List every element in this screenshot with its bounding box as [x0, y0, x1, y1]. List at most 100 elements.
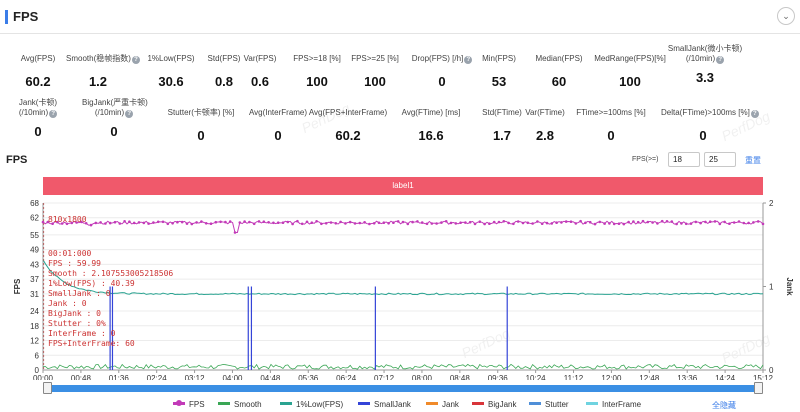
y-tick-label: 18	[30, 322, 39, 331]
series-fps-point	[195, 221, 198, 224]
help-icon[interactable]: ?	[49, 110, 58, 118]
y-tick-label: 0	[35, 366, 40, 375]
tooltip-line: FPS+InterFrame: 60	[48, 339, 135, 348]
hide-all-button[interactable]: 全隐藏	[712, 401, 736, 410]
metric-label: Stutter(卡顿率) [%]	[159, 108, 243, 118]
y-tick-label: 68	[30, 199, 39, 208]
series-fps-point	[449, 221, 453, 225]
series-fps-point	[377, 221, 381, 225]
help-icon[interactable]: ?	[750, 110, 759, 118]
metric-value: 0.6	[250, 74, 270, 89]
time-range-slider[interactable]	[43, 382, 763, 394]
metric-value: 1.7	[492, 128, 512, 143]
metric-cell: Avg(FPS) 60.2	[6, 54, 70, 89]
series-fps-point	[132, 221, 136, 225]
help-icon[interactable]: ?	[125, 110, 134, 118]
series-fps-point	[238, 221, 242, 224]
series-fps-point	[257, 220, 261, 223]
label-bar[interactable]: label1	[43, 177, 763, 195]
series-fps-point	[214, 220, 218, 224]
series-fps-point	[612, 222, 616, 226]
series-fps-point	[444, 220, 448, 223]
series-fps-point	[128, 220, 131, 223]
chevron-down-icon[interactable]: ⌄	[777, 7, 795, 25]
series-fps-point	[752, 221, 755, 224]
x-tick-label: 04:48	[260, 374, 281, 380]
series-fps-point	[152, 221, 155, 224]
legend-swatch	[358, 402, 370, 405]
series-fps-point	[344, 222, 347, 225]
fps-threshold-input-1[interactable]	[668, 152, 700, 167]
series-fps-point	[723, 220, 726, 224]
metric-value: 0.8	[214, 74, 234, 89]
fps-threshold-label: FPS(>=)	[632, 156, 659, 163]
series-fps-point	[756, 220, 760, 223]
legend-item[interactable]: Jank	[426, 400, 459, 409]
x-tick-label: 06:24	[336, 374, 357, 380]
series-fps-point	[315, 220, 318, 223]
metric-label: FPS>=25 [%]	[343, 54, 407, 64]
legend-label: SmallJank	[374, 400, 411, 409]
metric-label: FTime>=100ms [%]	[569, 108, 653, 118]
series-fps-point	[94, 221, 98, 225]
metric-label-text: FTime>=100ms [%]	[576, 108, 646, 117]
series-fps-point	[502, 220, 506, 223]
legend-item[interactable]: 1%Low(FPS)	[280, 400, 343, 409]
series-fps-point	[382, 221, 386, 224]
y-tick-label: 12	[30, 337, 39, 346]
series-fps-point	[603, 222, 606, 225]
legend-label: 1%Low(FPS)	[296, 400, 344, 409]
fps-threshold-input-2[interactable]	[704, 152, 736, 167]
legend-item[interactable]: BigJank	[472, 400, 516, 409]
series-fps-point	[75, 221, 78, 224]
series-fps-point	[276, 221, 280, 224]
metric-label-text: MedRange(FPS)[%]	[594, 54, 666, 63]
metric-value: 1.2	[88, 74, 108, 89]
x-tick-label: 14:24	[715, 374, 736, 380]
section-header: FPS ⌄	[0, 0, 800, 34]
series-fps-point	[425, 222, 429, 226]
series-fps-point	[492, 220, 496, 224]
series-fps-point	[574, 222, 578, 225]
legend-item[interactable]: InterFrame	[586, 400, 641, 409]
series-fps-point	[286, 220, 290, 224]
series-fps-point	[329, 221, 333, 224]
series-fps-point	[617, 222, 621, 225]
series-fps-point	[665, 220, 669, 223]
section-title: FPS	[13, 9, 39, 24]
y-right-tick-label: 0	[769, 366, 774, 375]
series-fps-point	[512, 222, 515, 226]
x-tick-label: 09:36	[488, 374, 509, 380]
metric-label-text: FPS>=25 [%]	[351, 54, 399, 63]
help-icon[interactable]: ?	[131, 56, 140, 64]
series-fps-point	[272, 221, 275, 225]
legend-item[interactable]: Smooth	[218, 400, 262, 409]
metric-value: 30.6	[158, 74, 184, 89]
metric-label-text: 1%Low(FPS)	[147, 54, 195, 63]
slider-handle-left[interactable]	[43, 382, 52, 394]
series-fps-point	[694, 220, 698, 224]
series-fps-point	[190, 222, 194, 226]
slider-handle-right[interactable]	[754, 382, 763, 394]
legend-label: Stutter	[545, 400, 569, 409]
series-fps-point	[593, 222, 597, 226]
series-fps-point	[392, 221, 395, 224]
reset-button[interactable]: 重置	[745, 156, 761, 165]
help-icon[interactable]: ?	[464, 56, 473, 64]
legend-item[interactable]: SmallJank	[358, 400, 411, 409]
metric-value: 0	[438, 74, 446, 89]
slider-track[interactable]	[43, 385, 763, 392]
legend-swatch	[426, 402, 438, 405]
metric-value: 0	[274, 128, 282, 143]
legend-item[interactable]: FPS	[173, 400, 205, 409]
x-tick-label: 13:36	[677, 374, 698, 380]
series-fps-point	[742, 221, 746, 225]
legend-item[interactable]: Stutter	[529, 400, 569, 409]
series-fps-point	[636, 220, 640, 224]
help-icon[interactable]: ?	[716, 56, 725, 64]
metric-label-text: Avg(FPS+InterFrame)	[308, 108, 388, 117]
series-fps-point	[401, 220, 405, 224]
series-fps-point	[555, 221, 558, 224]
y-tick-label: 24	[30, 307, 39, 316]
